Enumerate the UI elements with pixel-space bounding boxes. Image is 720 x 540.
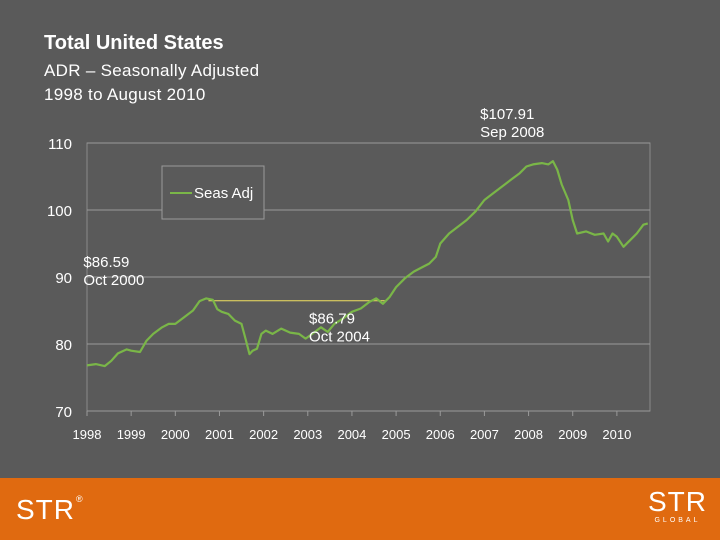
legend-box	[161, 165, 265, 220]
str-global-logo-text: STR	[648, 486, 707, 517]
x-tick-label: 2010	[602, 427, 631, 442]
str-logo-text: STR	[16, 494, 75, 525]
str-global-logo-sub: GLOBAL	[654, 517, 701, 524]
series-line	[86, 160, 649, 368]
annotation-value: $107.91	[480, 106, 534, 123]
annotation-value: $86.79	[309, 311, 355, 328]
x-tick-label: 2006	[426, 427, 455, 442]
y-tick-label: 70	[55, 404, 72, 421]
y-tick-label: 80	[55, 337, 72, 354]
legend-label: Seas Adj	[194, 185, 253, 202]
chart-subtitle: ADR – Seasonally Adjusted	[44, 61, 260, 80]
x-tick-label: 2000	[161, 427, 190, 442]
x-tick-label: 2003	[293, 427, 322, 442]
x-tick-label: 2008	[514, 427, 543, 442]
x-tick-label: 2005	[382, 427, 411, 442]
x-tick-label: 2002	[249, 427, 278, 442]
annotation-date: Sep 2008	[480, 124, 544, 141]
x-tick-label: 2004	[337, 427, 366, 442]
x-tick-label: 2009	[558, 427, 587, 442]
y-tick-label: 110	[48, 136, 72, 153]
annotation-date: Oct 2004	[309, 329, 370, 346]
x-tick-label: 1998	[73, 427, 102, 442]
chart-date-range: 1998 to August 2010	[44, 85, 206, 104]
str-global-logo: STR GLOBAL	[648, 488, 707, 526]
x-tick-label: 2001	[205, 427, 234, 442]
y-tick-label: 100	[47, 203, 72, 220]
x-tick-label: 1999	[117, 427, 146, 442]
registered-mark: ®	[76, 494, 84, 504]
str-logo: STR®	[16, 494, 84, 526]
adr-line-chart: 70 80 90 100 110 1998 1999 2000 2001 2002 2003 2004…	[47, 106, 651, 442]
x-tick-label: 2007	[470, 427, 499, 442]
annotation-value: $86.59	[83, 254, 129, 271]
chart-title: Total United States	[44, 32, 224, 54]
y-tick-label: 90	[55, 270, 72, 287]
footer-bar: STR® STR GLOBAL	[0, 478, 720, 540]
annotation-date: Oct 2000	[83, 272, 144, 289]
